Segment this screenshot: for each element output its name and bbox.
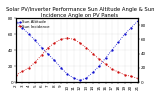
- Sun Altitude: [53, 60, 55, 61]
- Sun Incidence: [47, 47, 49, 48]
- Sun Incidence: [79, 42, 81, 44]
- Sun Incidence: [117, 71, 119, 73]
- Sun Altitude: [92, 72, 94, 73]
- Sun Altitude: [98, 65, 100, 67]
- Text: Solar PV/Inverter Performance Sun Altitude Angle & Sun Incidence Angle on PV Pan: Solar PV/Inverter Performance Sun Altitu…: [6, 7, 154, 18]
- Sun Altitude: [79, 80, 81, 81]
- Sun Altitude: [85, 77, 87, 79]
- Sun Altitude: [105, 57, 107, 59]
- Sun Altitude: [21, 27, 23, 28]
- Sun Altitude: [66, 73, 68, 75]
- Sun Altitude: [73, 77, 75, 79]
- Legend: Sun Altitude, Sun Incidence: Sun Altitude, Sun Incidence: [18, 20, 50, 29]
- Sun Altitude: [117, 41, 119, 43]
- Sun Incidence: [28, 67, 30, 68]
- Sun Incidence: [41, 54, 43, 56]
- Sun Incidence: [21, 71, 23, 72]
- Sun Altitude: [47, 53, 49, 55]
- Sun Incidence: [85, 47, 87, 48]
- Sun Altitude: [15, 21, 17, 23]
- Sun Incidence: [34, 62, 36, 63]
- Sun Altitude: [137, 21, 139, 22]
- Sun Altitude: [111, 49, 113, 51]
- Sun Altitude: [41, 47, 43, 48]
- Sun Incidence: [92, 53, 94, 54]
- Sun Altitude: [130, 27, 132, 28]
- Sun Incidence: [124, 74, 126, 76]
- Sun Incidence: [60, 39, 62, 40]
- Sun Incidence: [111, 69, 113, 70]
- Sun Altitude: [124, 33, 126, 35]
- Sun Altitude: [60, 67, 62, 68]
- Sun Incidence: [137, 78, 139, 79]
- Sun Incidence: [130, 76, 132, 77]
- Sun Incidence: [66, 37, 68, 38]
- Sun Incidence: [73, 39, 75, 40]
- Line: Sun Incidence: Sun Incidence: [15, 37, 138, 79]
- Sun Incidence: [98, 59, 100, 60]
- Sun Incidence: [53, 42, 55, 44]
- Line: Sun Altitude: Sun Altitude: [15, 20, 138, 81]
- Sun Incidence: [15, 74, 17, 76]
- Sun Altitude: [34, 40, 36, 41]
- Sun Incidence: [105, 64, 107, 65]
- Sun Altitude: [28, 33, 30, 35]
